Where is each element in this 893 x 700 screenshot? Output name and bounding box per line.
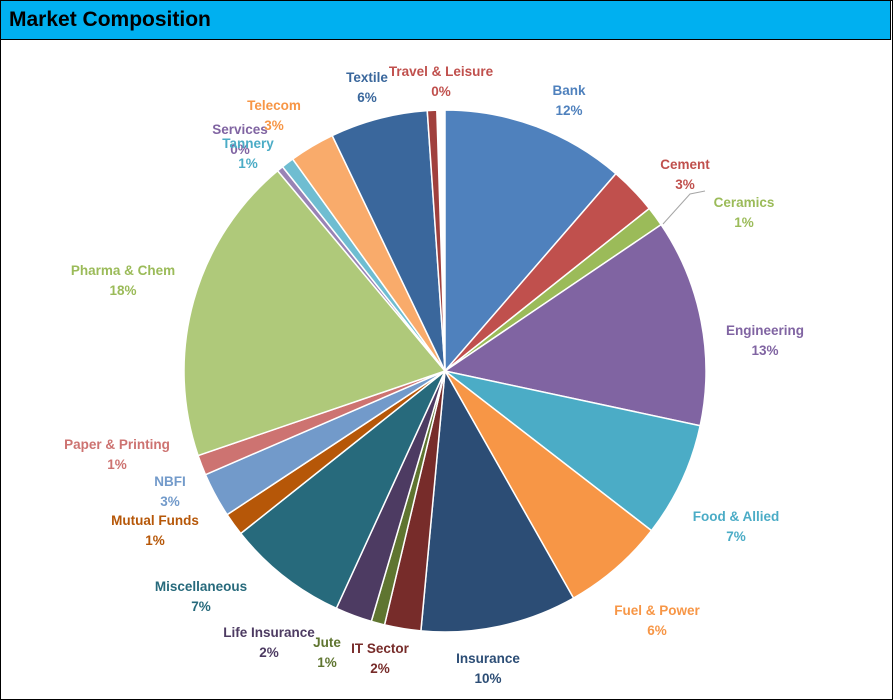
page-title: Market Composition <box>9 8 211 31</box>
pie-slice-insurance <box>420 368 575 633</box>
data-label-engineering: Engineering 13% <box>726 323 804 358</box>
data-label-cement: Cement 3% <box>660 157 710 192</box>
data-label-jute: Jute 1% <box>313 635 341 670</box>
data-label-travel-leisure: Travel & Leisure 0% <box>389 64 494 99</box>
data-label-ceramics: Ceramics 1% <box>714 195 775 230</box>
data-label-food-allied: Food & Allied 7% <box>693 509 780 544</box>
data-label-services: Services 0% <box>212 122 268 157</box>
data-label-miscellaneous: Miscellaneous 7% <box>155 579 247 614</box>
data-label-nbfi: NBFI 3% <box>154 474 186 509</box>
pie-slice-travel-leisure <box>426 109 446 372</box>
data-label-bank: Bank 12% <box>552 83 586 118</box>
data-label-it-sector: IT Sector 2% <box>351 641 410 676</box>
pie-slice-food-allied <box>444 370 702 532</box>
data-label-pharma-chem: Pharma & Chem 18% <box>71 263 175 298</box>
data-label-mutual-funds: Mutual Funds 1% <box>111 513 199 548</box>
data-label-telecom: Telecom 3% <box>247 98 301 133</box>
leader-line-ceramics <box>662 190 706 225</box>
pie-slice-pharma-chem <box>183 169 447 457</box>
pie-slice-engineering <box>443 223 707 427</box>
pie-slice-miscellaneous <box>239 370 446 610</box>
data-label-tannery: Tannery 1% <box>222 136 274 171</box>
pie-slice-bank <box>444 109 617 374</box>
data-label-life-insurance: Life Insurance 2% <box>223 625 315 660</box>
pie-chart: Bank 12% Cement 3%Ceramics 1% Engineering 13% F… <box>64 64 804 686</box>
data-label-insurance: Insurance 10% <box>456 651 520 686</box>
chart-header: Market Composition <box>0 0 891 40</box>
data-label-fuel-power: Fuel & Power 6% <box>614 603 700 638</box>
data-label-textile: Textile 6% <box>346 70 388 105</box>
data-label-paper-printing: Paper & Printing 1% <box>64 437 170 472</box>
